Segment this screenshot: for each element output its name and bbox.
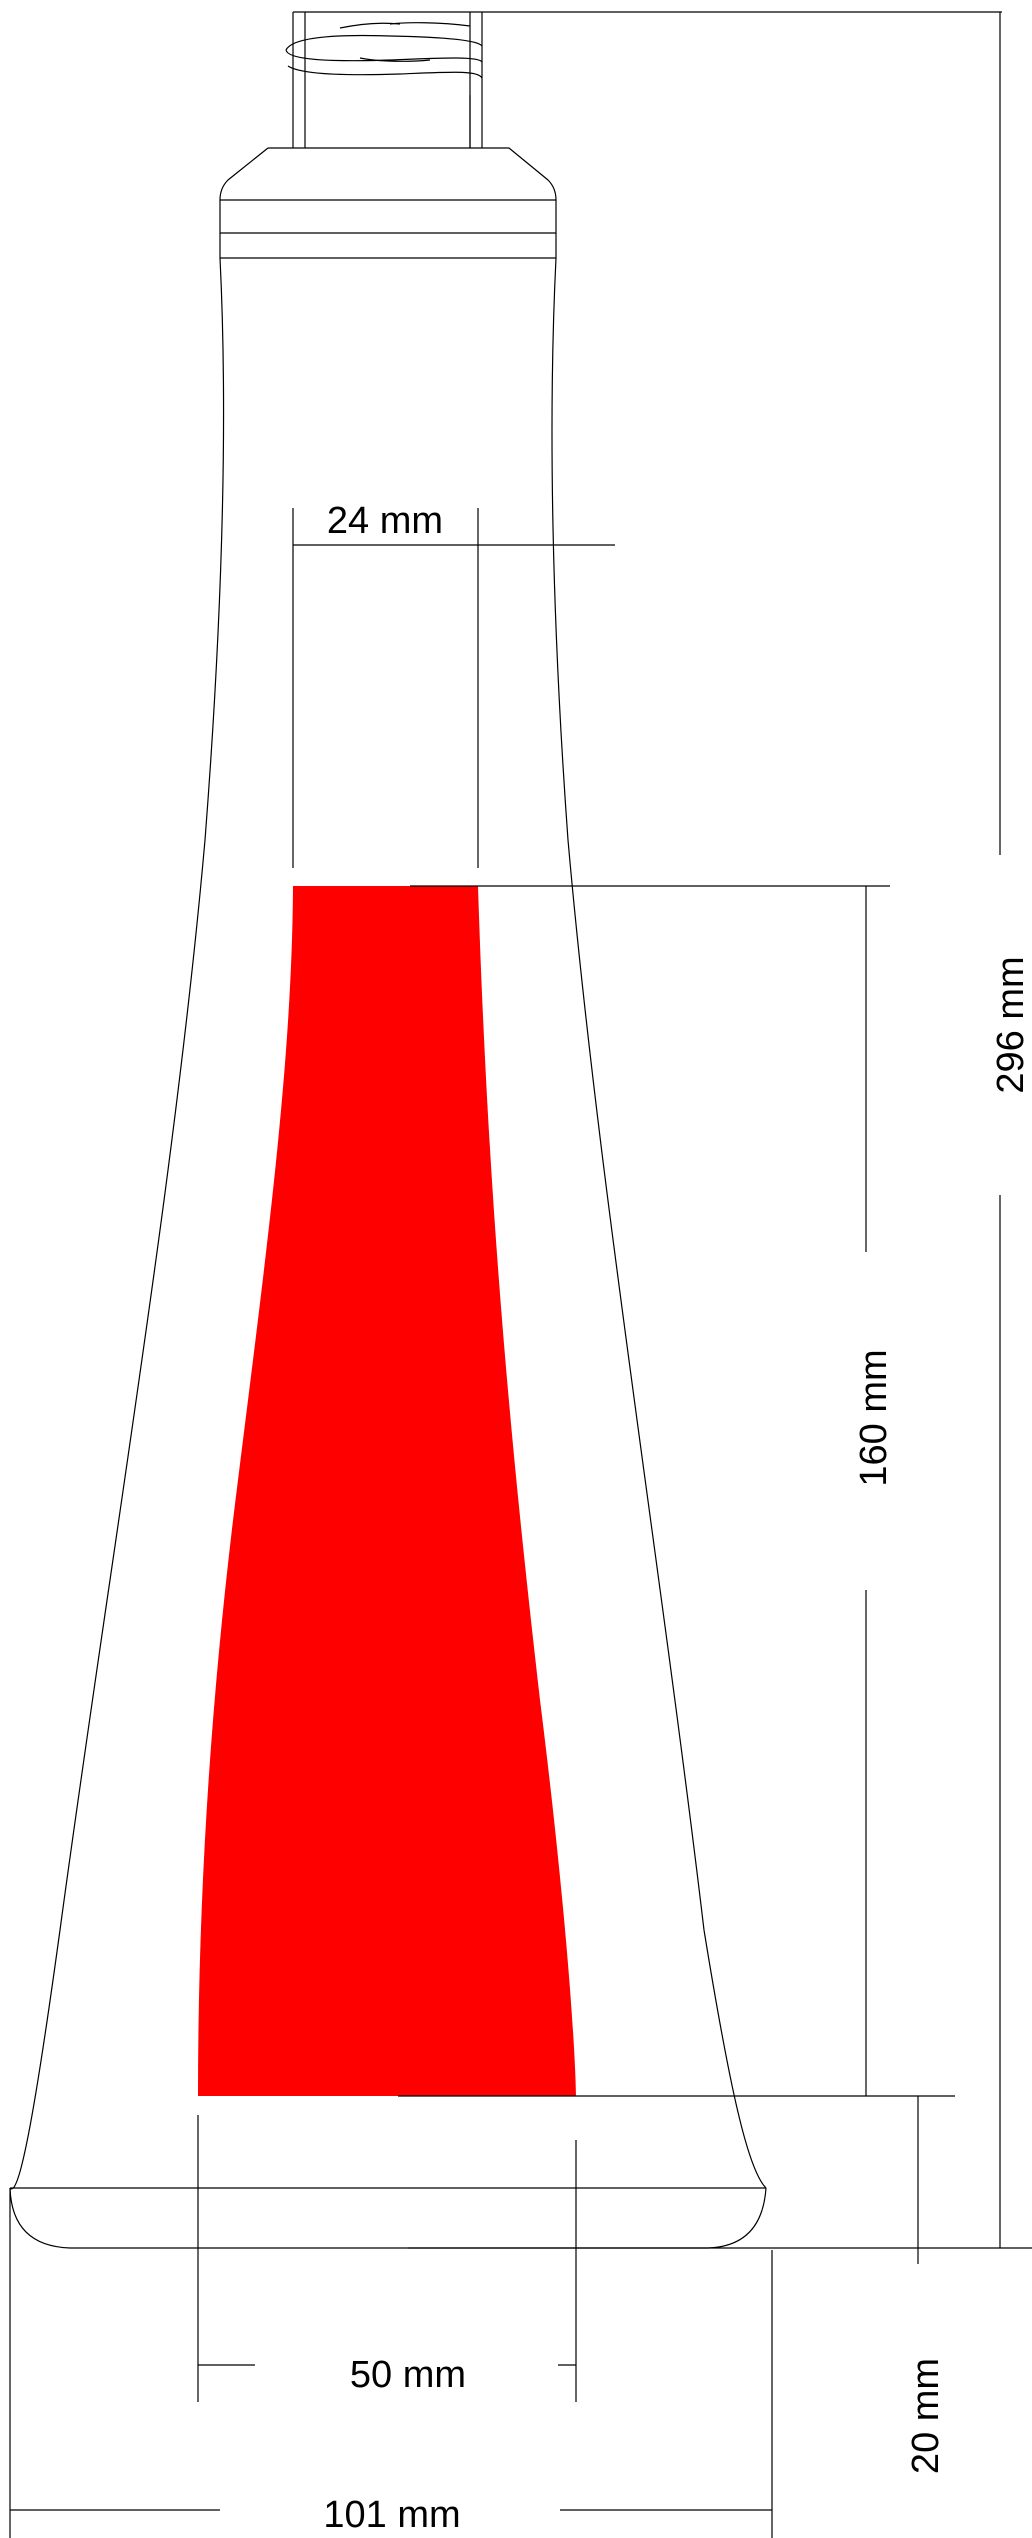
thread-lines: [285, 22, 483, 79]
base-height-text: 20 mm: [905, 2358, 947, 2474]
label-bottom-width-text: 50 mm: [350, 2354, 466, 2396]
label-height-dimension: 160 mm: [398, 885, 955, 2097]
base-width-text: 101 mm: [323, 2494, 460, 2536]
bottle-body: [9, 257, 767, 2249]
base-height-dimension: 20 mm: [905, 2096, 947, 2474]
bottle-shoulder: [219, 147, 557, 259]
total-height-text: 296 mm: [990, 956, 1032, 1093]
label-height-text: 160 mm: [853, 1349, 895, 1486]
bottle-neck: [285, 11, 483, 148]
total-height-dimension: 296 mm: [408, 11, 1032, 2249]
label-area: [198, 886, 576, 2096]
label-width-dimension: 24 mm: [292, 500, 615, 868]
label-bottom-width-dimension: 50 mm: [197, 2115, 577, 2402]
base-width-dimension: 101 mm: [9, 2188, 773, 2538]
label-width-text: 24 mm: [327, 500, 443, 542]
